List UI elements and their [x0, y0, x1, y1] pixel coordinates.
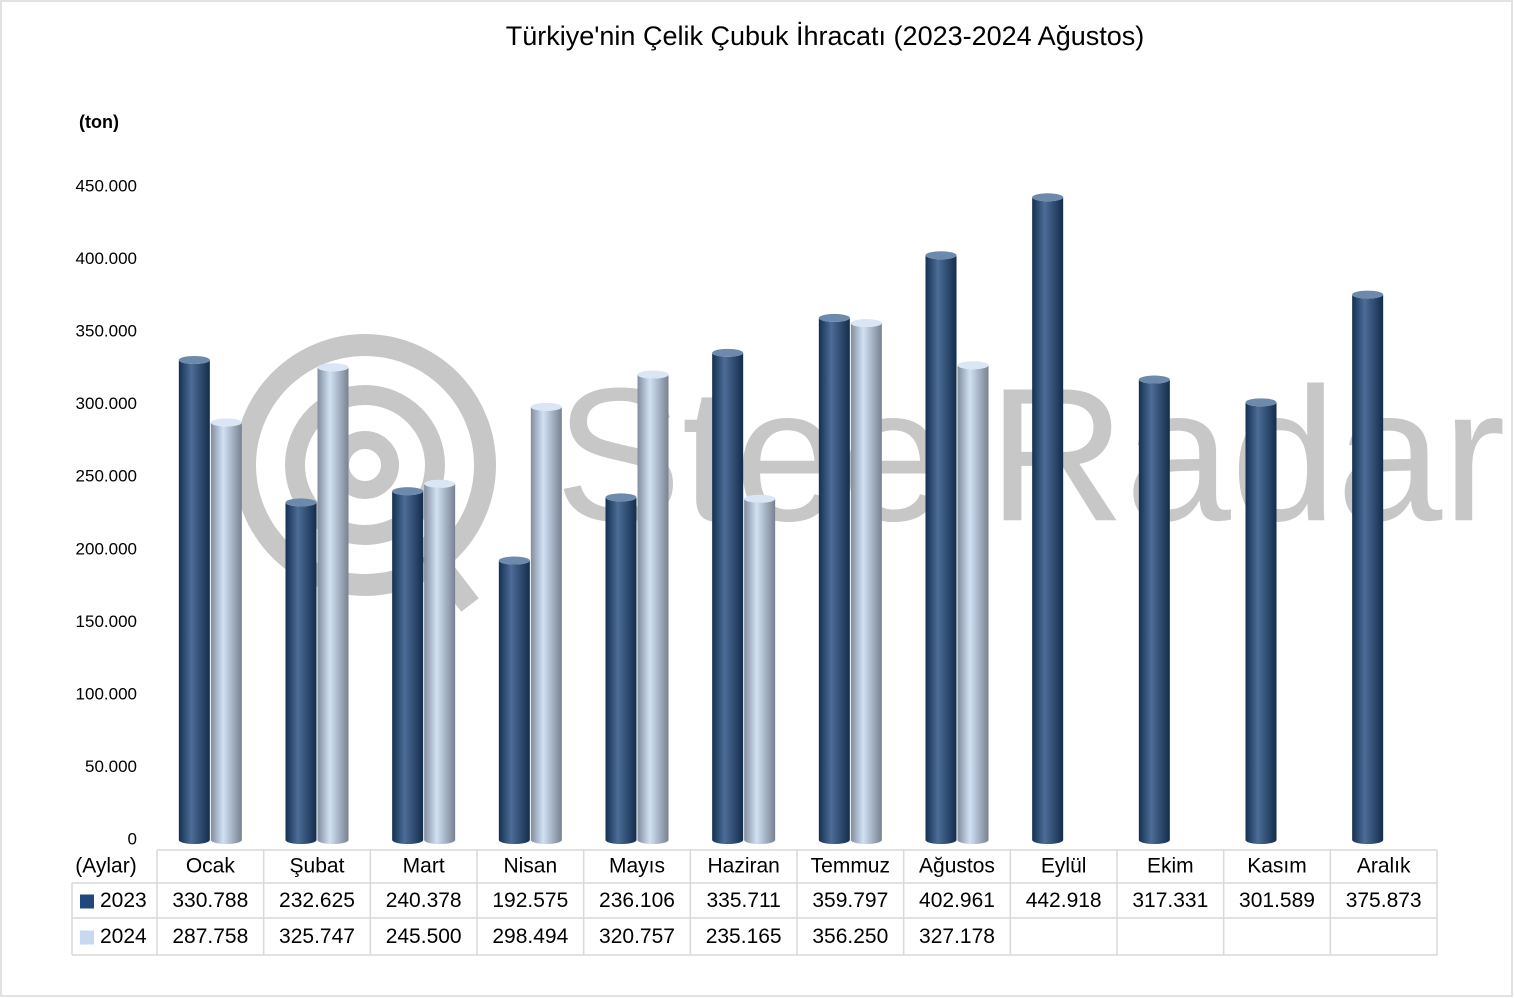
x-tick-label: Aralık	[1357, 855, 1411, 878]
legend-swatch	[80, 930, 94, 945]
data-label: 359.797	[812, 889, 888, 912]
bar-cap	[850, 319, 882, 328]
data-label: 442.918	[1026, 889, 1102, 912]
bar-cap	[285, 498, 317, 507]
y-tick-label: 100.000	[76, 684, 137, 703]
y-tick-label: 0	[128, 829, 137, 848]
legend-label: 2023	[100, 889, 147, 912]
bar-cap	[1138, 375, 1170, 384]
legend-label: 2024	[100, 925, 147, 948]
data-label: 240.378	[386, 889, 462, 912]
bar-cap	[925, 251, 957, 260]
bar-cap	[818, 313, 850, 322]
data-label: 375.873	[1346, 889, 1422, 912]
bar	[1032, 197, 1064, 845]
data-label: 317.331	[1132, 889, 1208, 912]
y-tick-label: 150.000	[76, 612, 137, 631]
bar	[637, 374, 669, 844]
data-label: 325.747	[279, 925, 355, 948]
y-tick-label: 450.000	[76, 176, 137, 195]
y-tick-label: 350.000	[76, 322, 137, 341]
bar	[1245, 402, 1277, 844]
x-tick-label: Kasım	[1247, 855, 1307, 878]
x-tick-label: Mart	[403, 855, 445, 878]
data-label: 192.575	[492, 889, 568, 912]
x-tick-label: Ağustos	[919, 855, 995, 878]
bar	[712, 352, 744, 844]
bar-cap	[210, 418, 242, 427]
bar	[424, 483, 456, 844]
legend-swatch	[80, 894, 94, 909]
x-tick-label: Haziran	[707, 855, 779, 878]
y-tick-label: 400.000	[76, 249, 137, 268]
data-label: 236.106	[599, 889, 675, 912]
bar	[605, 497, 637, 844]
data-label: 402.961	[919, 889, 995, 912]
bar-cap	[712, 348, 744, 357]
bar	[744, 498, 776, 844]
bar-cap	[637, 370, 669, 379]
data-label: 320.757	[599, 925, 675, 948]
bar-cap	[530, 402, 562, 411]
x-tick-label: Nisan	[503, 855, 557, 878]
bar-cap	[424, 479, 456, 488]
data-label: 327.178	[919, 925, 995, 948]
data-label: 245.500	[386, 925, 462, 948]
bar-cap	[392, 487, 424, 496]
bar	[530, 406, 562, 844]
y-tick-label: 50.000	[85, 757, 137, 776]
bar	[498, 560, 530, 844]
y-axis-label: (ton)	[79, 112, 119, 132]
bar	[1138, 379, 1170, 844]
x-tick-label: Eylül	[1041, 855, 1087, 878]
x-tick-label: Şubat	[290, 855, 345, 878]
x-tick-label: Ekim	[1147, 855, 1194, 878]
bar-cap	[317, 363, 349, 372]
bar	[178, 359, 210, 844]
x-tick-label: Temmuz	[811, 855, 890, 878]
y-tick-label: 250.000	[76, 467, 137, 486]
bar-cap	[178, 355, 210, 364]
bar-cap	[605, 493, 637, 502]
bar	[285, 502, 317, 844]
bar-cap	[1032, 193, 1064, 202]
bar	[1352, 294, 1384, 844]
bar	[925, 255, 957, 845]
bar	[850, 323, 882, 845]
y-tick-label: 200.000	[76, 539, 137, 558]
x-tick-label: Ocak	[186, 855, 236, 878]
data-label: 301.589	[1239, 889, 1315, 912]
data-label: 287.758	[172, 925, 248, 948]
data-label: 356.250	[812, 925, 888, 948]
bar	[210, 422, 242, 844]
bar	[957, 365, 989, 844]
bar	[392, 491, 424, 844]
data-label: 330.788	[172, 889, 248, 912]
data-label: 232.625	[279, 889, 355, 912]
bar-cap	[1352, 290, 1384, 299]
data-label: 335.711	[706, 889, 780, 912]
bar-cap	[498, 556, 530, 565]
bar	[317, 367, 349, 844]
y-tick-label: 300.000	[76, 394, 137, 413]
x-tick-label: Mayıs	[609, 855, 665, 878]
x-axis-label: (Aylar)	[75, 855, 136, 878]
data-label: 298.494	[492, 925, 568, 948]
data-label: 235.165	[706, 925, 782, 948]
bar-cap	[957, 361, 989, 370]
bar-cap	[1245, 398, 1277, 407]
bar	[818, 317, 850, 845]
bar-cap	[744, 494, 776, 503]
chart-title: Türkiye'nin Çelik Çubuk İhracatı (2023-2…	[506, 20, 1144, 51]
